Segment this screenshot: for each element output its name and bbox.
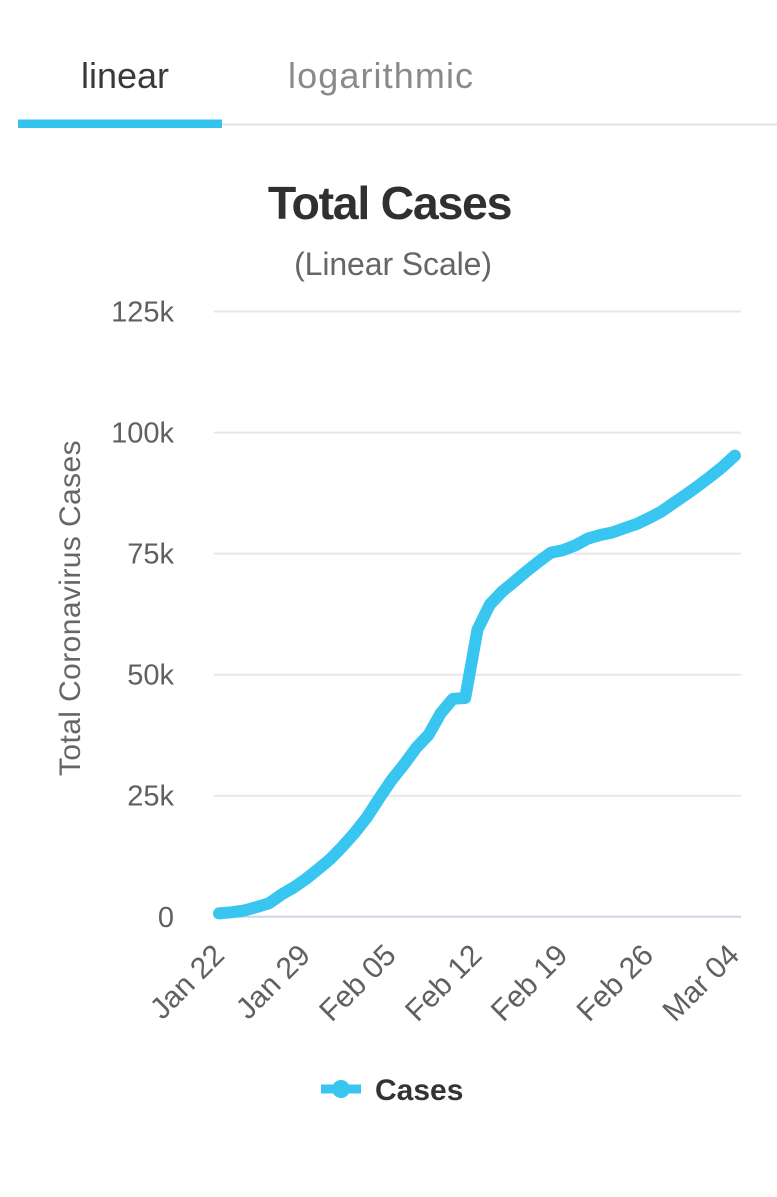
svg-text:linear: linear [81, 55, 169, 96]
svg-text:125k: 125k [111, 297, 174, 329]
svg-text:100k: 100k [111, 418, 174, 450]
svg-text:75k: 75k [127, 539, 174, 571]
svg-text:(Linear Scale): (Linear Scale) [294, 246, 492, 282]
svg-text:Total Coronavirus Cases: Total Coronavirus Cases [54, 440, 87, 776]
svg-text:0: 0 [158, 902, 174, 934]
svg-text:logarithmic: logarithmic [288, 55, 474, 96]
svg-text:Cases: Cases [375, 1074, 463, 1107]
svg-text:25k: 25k [127, 781, 174, 813]
svg-text:Total Cases: Total Cases [268, 177, 511, 229]
svg-text:50k: 50k [127, 660, 174, 692]
